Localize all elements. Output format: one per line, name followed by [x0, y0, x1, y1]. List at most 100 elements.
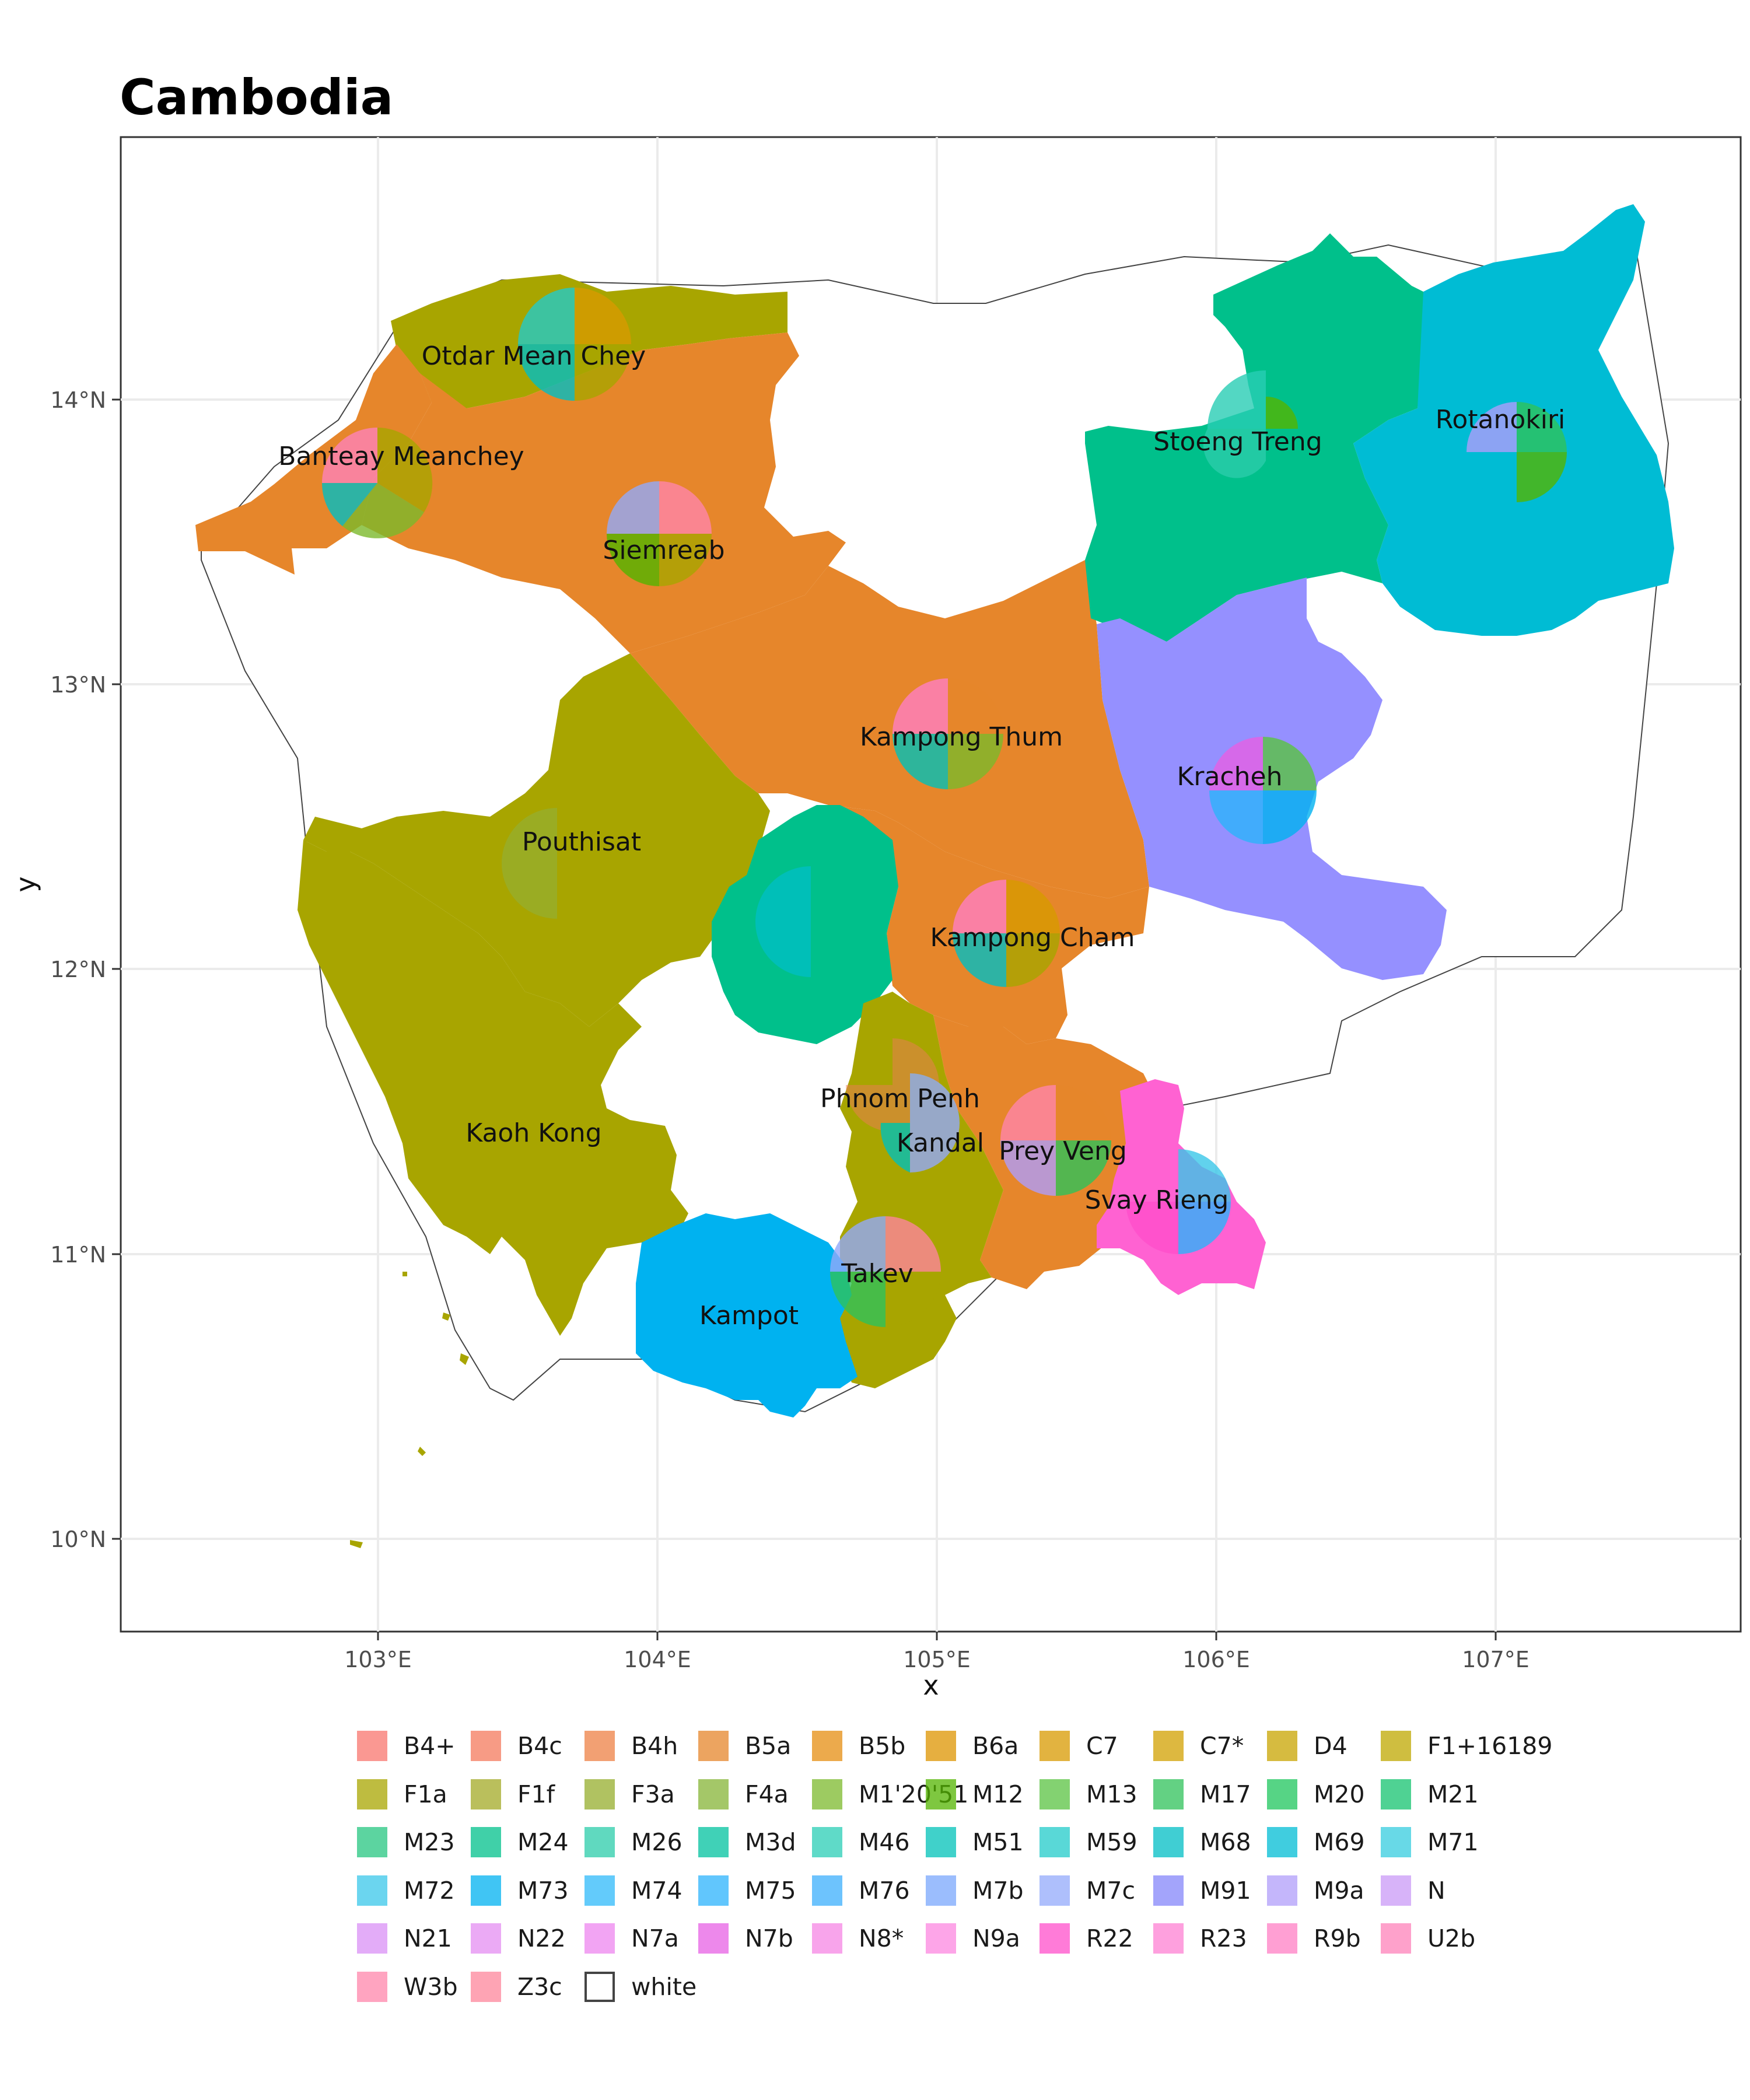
legend-item[interactable]: B6a [926, 1726, 1019, 1766]
legend-key [1040, 1731, 1070, 1761]
legend-key [926, 1923, 956, 1954]
legend-item[interactable]: F1f [471, 1774, 555, 1815]
legend-item[interactable]: M13 [1040, 1774, 1138, 1815]
legend-item[interactable]: N7a [584, 1918, 679, 1959]
province-kampot[interactable] [636, 1213, 858, 1418]
legend-key [926, 1875, 956, 1906]
legend-item[interactable]: B4+ [357, 1726, 456, 1766]
legend-item[interactable]: R23 [1153, 1918, 1247, 1959]
legend-item[interactable]: B4h [584, 1726, 678, 1766]
legend-key [471, 1875, 501, 1906]
legend-key [1267, 1875, 1297, 1906]
legend-item[interactable]: U2b [1381, 1918, 1475, 1959]
pie-siemreab [607, 481, 712, 586]
legend-item[interactable]: M46 [812, 1822, 910, 1863]
legend-key [926, 1827, 956, 1857]
legend-item[interactable]: white [584, 1966, 696, 2007]
legend-label: N21 [404, 1924, 452, 1952]
legend-key [698, 1923, 729, 1954]
legend-key [1153, 1923, 1184, 1954]
legend-label: B4+ [404, 1732, 456, 1760]
legend-label: M9a [1314, 1876, 1364, 1905]
province-kaoh-kong[interactable] [298, 840, 688, 1336]
legend-item[interactable]: D4 [1267, 1726, 1348, 1766]
legend-item[interactable]: C7 [1040, 1726, 1118, 1766]
x-tick-107: 107°E [1462, 1647, 1530, 1672]
legend-item[interactable]: C7* [1153, 1726, 1244, 1766]
legend-key [1267, 1779, 1297, 1810]
legend-item[interactable]: M51 [926, 1822, 1024, 1863]
province-kampong-thum[interactable] [630, 560, 1149, 898]
legend-item[interactable]: N22 [471, 1918, 566, 1959]
legend-item[interactable]: N7b [698, 1918, 793, 1959]
legend-item[interactable]: Z3c [471, 1966, 562, 2007]
legend-item[interactable]: B5a [698, 1726, 791, 1766]
legend-key [584, 1827, 615, 1857]
legend-item[interactable]: M26 [584, 1822, 682, 1863]
legend-item[interactable]: M68 [1153, 1822, 1251, 1863]
legend-key [1381, 1731, 1411, 1761]
province-siemreab[interactable] [362, 332, 846, 653]
legend-item[interactable]: R22 [1040, 1918, 1133, 1959]
legend-key [1267, 1923, 1297, 1954]
legend-item[interactable]: M69 [1267, 1822, 1365, 1863]
legend-label: M76 [859, 1876, 910, 1905]
y-tick-10: 10°N [50, 1527, 106, 1552]
legend-item[interactable]: F1a [357, 1774, 447, 1815]
legend-item[interactable]: M7b [926, 1870, 1024, 1911]
legend-item[interactable]: M3d [698, 1822, 796, 1863]
label-prey-veng: Prey Veng [999, 1136, 1127, 1166]
legend-item[interactable]: N21 [357, 1918, 452, 1959]
legend-item[interactable]: M21 [1381, 1774, 1479, 1815]
legend-item[interactable]: M91 [1153, 1870, 1251, 1911]
legend-key [1153, 1827, 1184, 1857]
legend-key [1381, 1827, 1411, 1857]
legend-label: white [631, 1972, 697, 2001]
legend-key [812, 1923, 842, 1954]
y-tick-14: 14°N [50, 387, 106, 413]
legend-label: B4h [631, 1732, 678, 1760]
label-kampong-thum: Kampong Thum [860, 722, 1063, 752]
pie-kandal [880, 1073, 960, 1172]
legend-item[interactable]: N9a [926, 1918, 1020, 1959]
legend-item[interactable]: M20 [1267, 1774, 1365, 1815]
legend-key [812, 1875, 842, 1906]
legend-item[interactable]: M71 [1381, 1822, 1479, 1863]
legend-key [471, 1779, 501, 1810]
label-svay-rieng: Svay Rieng [1085, 1185, 1229, 1215]
legend-item[interactable]: F1+16189 [1381, 1726, 1552, 1766]
province-banteay-meanchey[interactable] [195, 344, 432, 575]
legend-item[interactable]: M23 [357, 1822, 455, 1863]
legend-item[interactable]: F4a [698, 1774, 789, 1815]
legend-key [698, 1875, 729, 1906]
pie-kracheh [1209, 737, 1317, 844]
legend-item[interactable]: M72 [357, 1870, 455, 1911]
legend-item[interactable]: B5b [812, 1726, 905, 1766]
x-tick-105: 105°E [903, 1647, 971, 1672]
legend-item[interactable]: W3b [357, 1966, 458, 2007]
pie-banteay-meanchey [321, 428, 433, 538]
legend-item[interactable]: M76 [812, 1870, 910, 1911]
legend-item[interactable]: F3a [584, 1774, 675, 1815]
legend-item[interactable]: M12 [926, 1774, 1024, 1815]
legend-item[interactable]: M24 [471, 1822, 569, 1863]
legend-label: M59 [1086, 1828, 1138, 1856]
legend-key [812, 1731, 842, 1761]
y-tick-11: 11°N [50, 1242, 106, 1268]
legend-item[interactable]: M17 [1153, 1774, 1251, 1815]
legend-item[interactable]: R9b [1267, 1918, 1361, 1959]
legend-item[interactable]: M75 [698, 1870, 796, 1911]
legend-item[interactable]: M7c [1040, 1870, 1135, 1911]
legend-key [357, 1875, 387, 1906]
legend-item[interactable]: M9a [1267, 1870, 1364, 1911]
legend-label: N9a [972, 1924, 1020, 1952]
legend-label: M68 [1200, 1828, 1251, 1856]
legend-label: M21 [1427, 1780, 1479, 1808]
label-pouthisat: Pouthisat [522, 827, 641, 857]
legend-item[interactable]: N [1381, 1870, 1446, 1911]
legend-item[interactable]: M73 [471, 1870, 569, 1911]
legend-item[interactable]: B4c [471, 1726, 562, 1766]
legend-item[interactable]: N8* [812, 1918, 904, 1959]
legend-item[interactable]: M74 [584, 1870, 682, 1911]
legend-item[interactable]: M59 [1040, 1822, 1138, 1863]
